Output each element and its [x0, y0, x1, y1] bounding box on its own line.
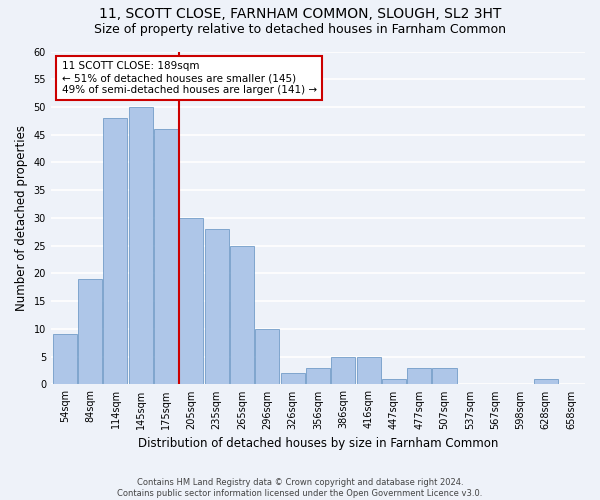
Bar [256, 329, 280, 384]
Bar [407, 368, 431, 384]
Bar [154, 129, 178, 384]
Bar [306, 368, 330, 384]
Bar [281, 374, 305, 384]
Bar [78, 279, 102, 384]
Bar [534, 379, 558, 384]
Bar [433, 368, 457, 384]
Y-axis label: Number of detached properties: Number of detached properties [15, 125, 28, 311]
Bar [179, 218, 203, 384]
Bar [382, 379, 406, 384]
Bar [53, 334, 77, 384]
Text: 11, SCOTT CLOSE, FARNHAM COMMON, SLOUGH, SL2 3HT: 11, SCOTT CLOSE, FARNHAM COMMON, SLOUGH,… [99, 8, 501, 22]
Text: Contains HM Land Registry data © Crown copyright and database right 2024.
Contai: Contains HM Land Registry data © Crown c… [118, 478, 482, 498]
Text: 11 SCOTT CLOSE: 189sqm
← 51% of detached houses are smaller (145)
49% of semi-de: 11 SCOTT CLOSE: 189sqm ← 51% of detached… [62, 62, 317, 94]
Bar [103, 118, 127, 384]
Bar [331, 356, 355, 384]
Bar [356, 356, 380, 384]
Bar [129, 107, 153, 384]
Text: Size of property relative to detached houses in Farnham Common: Size of property relative to detached ho… [94, 22, 506, 36]
Bar [205, 229, 229, 384]
X-axis label: Distribution of detached houses by size in Farnham Common: Distribution of detached houses by size … [138, 437, 498, 450]
Bar [230, 246, 254, 384]
